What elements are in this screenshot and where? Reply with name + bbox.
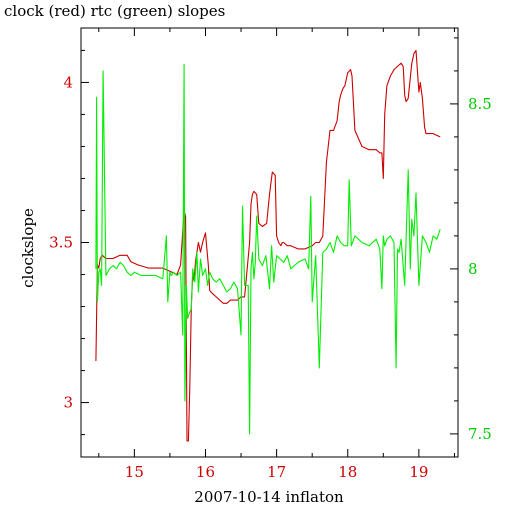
- clock-slope-line: [95, 49, 441, 442]
- y-tick-label: 4: [63, 73, 73, 91]
- x-tick-label: 17: [267, 463, 286, 481]
- x-tick-label: 19: [409, 463, 428, 481]
- y-tick-label: 3.5: [49, 234, 73, 252]
- x-tick-label: 16: [196, 463, 215, 481]
- y-tick-label: 3: [63, 394, 73, 412]
- x-tick-label: 15: [125, 463, 144, 481]
- y2-tick-label: 7.5: [468, 425, 492, 443]
- y2-tick-label: 8: [468, 260, 478, 278]
- x-axis-label: 2007-10-14 inflaton: [194, 488, 344, 506]
- rtc-slope-line: [95, 63, 441, 435]
- x-tick-label: 18: [338, 463, 357, 481]
- chart-title: clock (red) rtc (green) slopes: [4, 2, 226, 20]
- y2-tick-label: 8.5: [468, 95, 492, 113]
